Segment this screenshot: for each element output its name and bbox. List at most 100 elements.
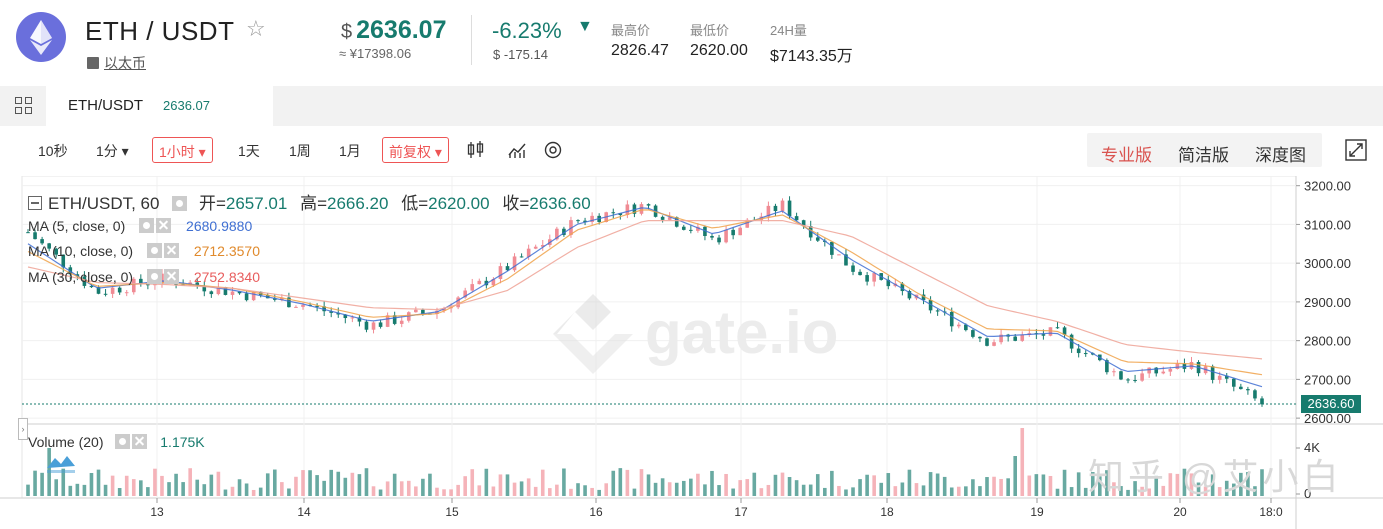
volume-settings-icon[interactable] [115,434,131,449]
interval-10s[interactable]: 10秒 [38,143,68,159]
volume-bar [914,483,919,496]
volume-bar [999,478,1003,496]
volume-remove-icon[interactable] [132,434,148,449]
ma10-remove-icon[interactable] [163,243,179,258]
ma5-settings-icon[interactable] [139,218,155,233]
low-label: 最低价 [690,23,730,38]
fullscreen-icon[interactable] [1345,139,1367,161]
volume-bar [435,487,439,496]
volume-24h-value: $7143.35万 [770,48,853,65]
candle-body [689,229,693,231]
ma10-settings-icon[interactable] [146,243,162,258]
volume-bar [893,486,898,496]
candle-body [96,287,101,294]
interval-1m[interactable]: 1分 ▾ [96,143,129,159]
price-tick-label: 3100.00 [1304,217,1351,232]
low-value: 2620.00 [690,42,748,59]
candle-body [336,312,341,315]
collapse-legend-icon[interactable] [28,196,42,210]
volume-bar [1246,472,1250,496]
volume-bar [265,473,270,496]
price-adjust-select[interactable]: 前复权 ▾ [382,137,449,163]
ma30-value: 2752.8340 [193,269,261,285]
volume-bar [921,485,926,496]
candle-body [329,311,334,313]
volume-bar [830,470,834,496]
volume-bar [1013,456,1017,496]
candle-body [1126,379,1130,381]
volume-bar [1189,473,1194,496]
chart-area[interactable]: gate.io 3200.00 3100.00 3000.00 2900.00 2800… [0,176,1383,529]
side-panel-toggle[interactable]: › [18,418,28,440]
coin-info-label: 以太币 [104,55,146,71]
candlestick-icon[interactable] [466,140,486,160]
volume-bar [315,475,319,496]
volume-value: 1.175K [160,434,205,450]
volume-bar [160,475,164,496]
tab-pro-view[interactable]: 专业版 [1101,146,1152,165]
candle-body [956,324,961,327]
ma30-settings-icon[interactable] [146,269,162,284]
open-label: 开= [198,194,226,213]
candle-body [392,315,397,324]
volume-name: Volume (20) [28,434,104,450]
volume-bar [33,470,37,496]
volume-bar [167,482,171,496]
volume-bar [54,479,59,496]
candle-body [470,284,475,291]
volume-bar [1098,476,1102,496]
volume-bar [1224,480,1229,496]
legend-settings-icon[interactable] [172,196,188,211]
interval-1h-selected[interactable]: 1小时 ▾ [152,137,213,163]
layout-grid-icon[interactable] [15,97,33,115]
volume-bar [216,471,221,496]
interval-1d[interactable]: 1天 [238,143,260,159]
volume-bar [329,469,334,496]
interval-1w[interactable]: 1周 [289,143,311,159]
ma30-remove-icon[interactable] [163,269,179,284]
volume-bar [900,482,905,496]
volume-bar [815,474,820,496]
volume-bar [414,486,418,496]
volume-bar [949,487,954,496]
interval-1mo[interactable]: 1月 [339,143,361,159]
candle-body [978,336,982,339]
favorite-star-icon[interactable]: ☆ [246,16,266,41]
high-label: 最高价 [611,23,651,38]
volume-bar [681,480,686,496]
settings-icon[interactable] [543,140,563,160]
volume-bar [1140,486,1144,496]
volume-bar [1175,473,1180,496]
time-tick-label: 17 [734,505,748,519]
candle-body [1168,368,1173,372]
coin-info-link[interactable]: 以太币 [87,53,146,73]
volume-bar [942,476,947,496]
candle-body [611,212,616,214]
candle-body [1161,371,1166,374]
price-currency: $ [341,21,353,43]
candle-body [985,338,989,346]
candle-body [237,291,242,294]
volume-bar [590,487,594,496]
volume-bar [322,480,326,496]
volume-24h-label: 24H量 [770,23,807,38]
current-price-tag: 2636.60 [1301,395,1361,413]
candle-body [505,266,510,271]
candle-body [463,290,467,298]
candle-body [830,241,834,255]
axes: 3200.00 3100.00 3000.00 2900.00 2800.00 2700.… [22,179,1351,519]
volume-bar [928,472,933,496]
ma5-remove-icon[interactable] [156,218,172,233]
tab-simple-view[interactable]: 简洁版 [1178,146,1229,165]
candle-body [738,227,742,236]
indicator-icon[interactable] [507,140,527,160]
tab-depth-view[interactable]: 深度图 [1255,146,1306,165]
volume-bar [964,486,968,496]
volume-bar [533,486,538,496]
volume-bar [237,479,242,496]
ma10-name: MA (10, close, 0) [28,243,134,259]
candle-body [357,317,362,322]
high-label-legend: 高= [300,194,328,213]
tab-eth-usdt[interactable]: ETH/USDT 2636.07 [46,86,273,126]
volume-bar [752,472,757,496]
